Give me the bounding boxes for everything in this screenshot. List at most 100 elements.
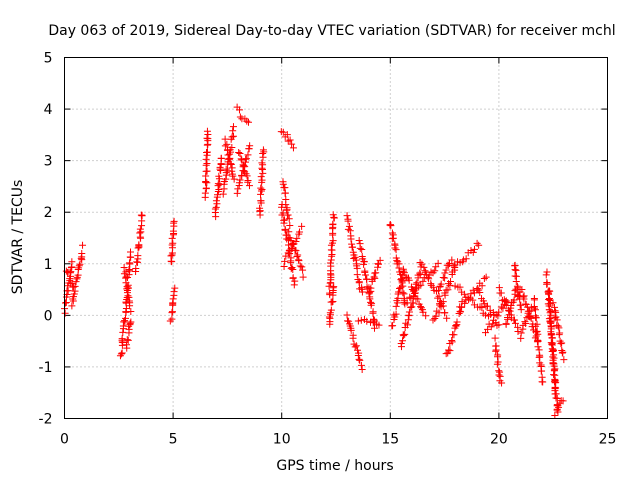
data-point [557, 340, 565, 348]
data-point [243, 117, 251, 125]
data-point [416, 259, 424, 267]
data-point [120, 264, 128, 272]
data-point [358, 246, 366, 254]
data-point [347, 235, 355, 243]
data-point [345, 222, 353, 230]
data-point [489, 320, 497, 328]
data-point [414, 295, 422, 303]
plot-frame [64, 57, 608, 419]
data-point [358, 366, 366, 374]
data-point [167, 252, 175, 260]
y-tick-label: -1 [39, 360, 53, 376]
data-point [473, 284, 481, 292]
data-point [545, 290, 553, 298]
data-point [211, 205, 219, 213]
data-point [298, 222, 306, 230]
data-point [370, 324, 378, 332]
y-axis-label: SDTVAR / TECUs [10, 180, 26, 295]
data-point [238, 156, 246, 164]
data-point [289, 144, 297, 152]
data-point [538, 378, 546, 386]
data-point [367, 301, 375, 309]
data-point [554, 322, 562, 330]
data-point [329, 297, 337, 305]
data-point [399, 289, 407, 297]
data-point [228, 144, 236, 152]
data-point [70, 283, 78, 291]
data-point [203, 160, 211, 168]
y-tick-label: 1 [44, 257, 53, 273]
data-point [551, 307, 559, 315]
data-point [424, 273, 432, 281]
data-point [226, 154, 234, 162]
data-point [294, 251, 302, 259]
data-point [452, 322, 460, 330]
data-point [356, 356, 364, 364]
data-point [448, 336, 456, 344]
data-point [533, 327, 541, 335]
data-point [431, 267, 439, 275]
data-point [258, 185, 266, 193]
data-point [215, 175, 223, 183]
data-point [439, 298, 447, 306]
data-point [478, 304, 486, 312]
data-point [117, 350, 125, 358]
data-point [473, 239, 481, 247]
data-point [392, 310, 400, 318]
data-point [494, 358, 502, 366]
data-point [202, 167, 210, 175]
data-point [367, 284, 375, 292]
data-point [330, 214, 338, 222]
grid-lines [64, 57, 608, 419]
data-point [363, 317, 371, 325]
data-point [416, 270, 424, 278]
data-point [239, 163, 247, 171]
data-point [279, 180, 287, 188]
data-point [420, 263, 428, 271]
y-tick-label: -2 [39, 412, 53, 428]
data-point [399, 265, 407, 273]
data-point [469, 248, 477, 256]
data-point [448, 338, 456, 346]
data-point [537, 367, 545, 375]
data-point [259, 149, 267, 157]
data-point [170, 217, 178, 225]
data-point [527, 303, 535, 311]
data-point [126, 302, 134, 310]
data-point [396, 284, 404, 292]
data-point [392, 246, 400, 254]
data-point [436, 301, 444, 309]
data-point [125, 325, 133, 333]
data-point [495, 284, 503, 292]
data-point [532, 306, 540, 314]
data-point [514, 328, 522, 336]
data-point [212, 197, 220, 205]
y-tick-label: 4 [44, 102, 53, 118]
data-point [429, 316, 437, 324]
data-point [65, 268, 73, 276]
data-point [224, 151, 232, 159]
x-tick-label: 15 [381, 432, 399, 448]
data-point [361, 271, 369, 279]
data-point [138, 211, 146, 219]
data-point [505, 311, 513, 319]
data-point [79, 241, 87, 249]
data-point [230, 175, 238, 183]
data-point [222, 175, 230, 183]
data-point [329, 220, 337, 228]
data-point [369, 308, 377, 316]
data-point [448, 256, 456, 264]
data-point [419, 277, 427, 285]
data-point [421, 267, 429, 275]
data-point [224, 167, 232, 175]
data-point [329, 237, 337, 245]
data-point [257, 184, 265, 192]
data-point [124, 284, 132, 292]
data-point [348, 240, 356, 248]
data-point [124, 336, 132, 344]
data-point [119, 328, 127, 336]
data-point [256, 207, 264, 215]
data-point [547, 319, 555, 327]
data-point [460, 290, 468, 298]
